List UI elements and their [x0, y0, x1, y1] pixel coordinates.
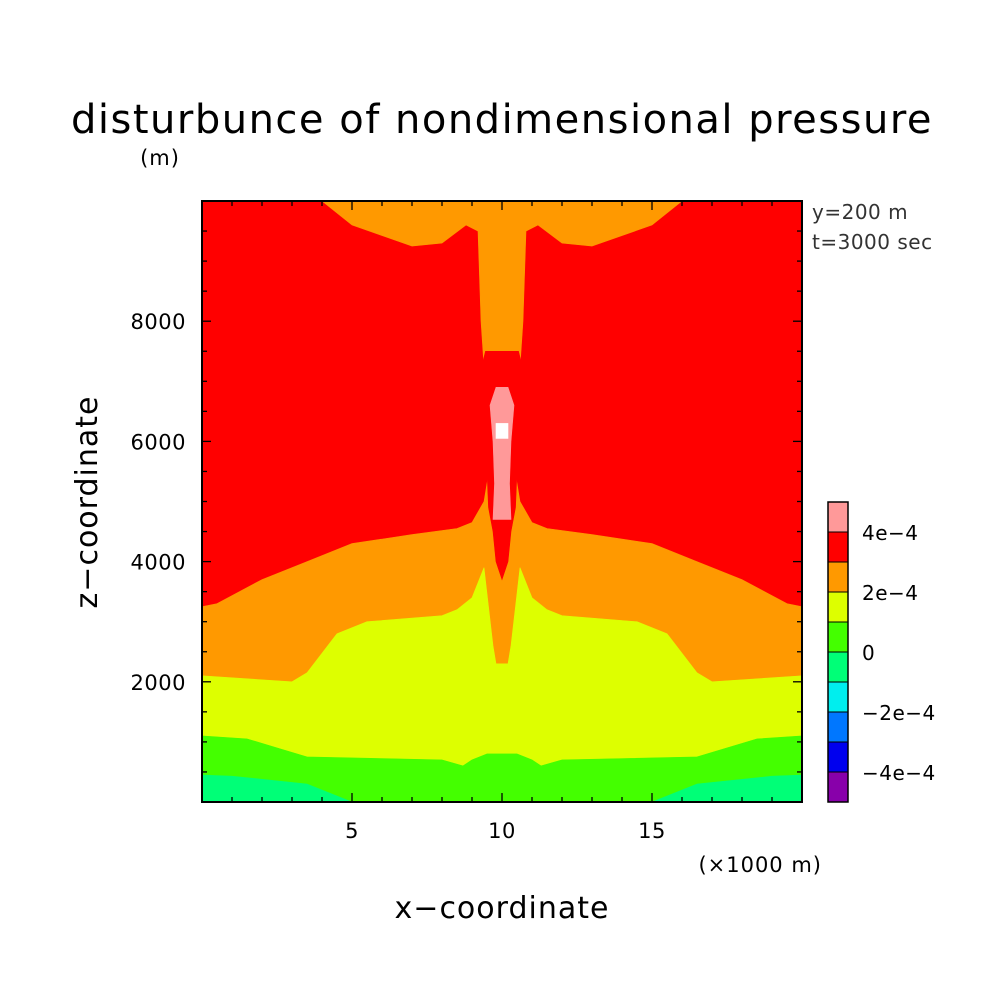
x-tick-label: 10 — [488, 819, 516, 843]
colorbar-swatch — [828, 712, 848, 742]
x-tick-label: 5 — [345, 819, 359, 843]
axis-ticks — [202, 201, 802, 802]
colorbar-label: 4e−4 — [862, 521, 919, 545]
annotation-y: y=200 m — [812, 200, 908, 224]
colorbar-swatch — [828, 622, 848, 652]
contour-region-4 — [202, 735, 802, 802]
contour-region-6 — [489, 386, 515, 520]
y-tick-label: 2000 — [131, 671, 186, 695]
colorbar-swatch — [828, 592, 848, 622]
tick-labels: 5 10 15 2000 4000 6000 8000 — [131, 310, 666, 843]
y-tick-label: 8000 — [131, 310, 186, 334]
colorbar-label: −4e−4 — [862, 761, 936, 785]
colorbar-label: 2e−4 — [862, 581, 919, 605]
colorbar-label: −2e−4 — [862, 701, 936, 725]
colorbar-swatch — [828, 502, 848, 532]
y-axis-unit: (m) — [140, 146, 180, 170]
x-axis-unit: (×1000 m) — [698, 853, 822, 877]
x-axis-title: x−coordinate — [395, 891, 610, 926]
colorbar-swatch — [828, 742, 848, 772]
colorbar: −4e−4 −2e−4 0 2e−4 4e−4 — [827, 501, 936, 803]
colorbar-swatch — [828, 682, 848, 712]
chart-title: disturbunce of nondimensional pressure — [71, 97, 933, 143]
annotation-t: t=3000 sec — [812, 230, 933, 254]
plot-area — [201, 200, 803, 803]
colorbar-frame — [827, 501, 849, 803]
colorbar-swatch — [828, 652, 848, 682]
y-tick-label: 6000 — [131, 430, 186, 454]
colorbar-swatch — [828, 562, 848, 592]
y-tick-label: 4000 — [131, 551, 186, 575]
colorbar-swatch — [828, 772, 848, 802]
x-tick-label: 15 — [638, 819, 666, 843]
y-axis-title: z−coordinate — [70, 396, 105, 609]
contour-region-3 — [202, 567, 802, 802]
colorbar-swatch — [828, 532, 848, 562]
colorbar-label: 0 — [862, 641, 875, 665]
contour-region-7 — [495, 423, 509, 439]
contour-regions — [202, 201, 802, 802]
